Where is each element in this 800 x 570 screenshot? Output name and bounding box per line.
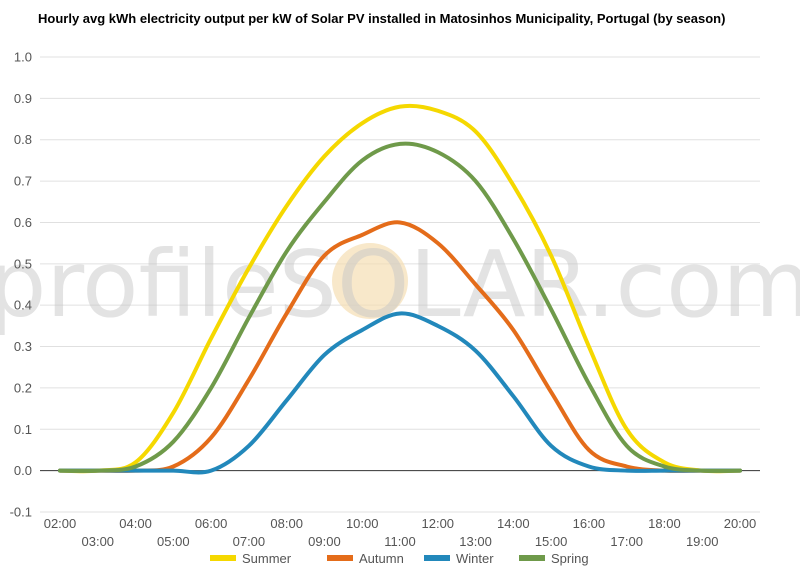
y-tick-label: 0.3 [14, 339, 32, 354]
legend-label-spring: Spring [551, 551, 589, 566]
legend-label-summer: Summer [242, 551, 292, 566]
x-tick-label: 08:00 [270, 516, 303, 531]
x-axis-ticks: 02:00 03:00 04:00 05:00 06:00 07:00 08:00 09:00… [44, 516, 757, 549]
x-tick-label: 07:00 [233, 534, 266, 549]
y-tick-label: 0.7 [14, 174, 32, 189]
x-tick-label: 10:00 [346, 516, 379, 531]
y-tick-label: 0.9 [14, 91, 32, 106]
y-tick-label: 0.5 [14, 256, 32, 271]
x-tick-label: 02:00 [44, 516, 77, 531]
x-tick-label: 03:00 [82, 534, 115, 549]
chart-title: Hourly avg kWh electricity output per kW… [38, 11, 726, 26]
watermark-sun-icon [332, 243, 408, 319]
y-tick-label: 0.6 [14, 215, 32, 230]
watermark-text: profileSOLAR.com [0, 231, 800, 338]
series-line-autumn [58, 220, 742, 473]
legend-swatch-summer [210, 555, 236, 561]
x-tick-label: 12:00 [422, 516, 455, 531]
x-tick-label: 17:00 [610, 534, 643, 549]
x-tick-label: 06:00 [195, 516, 228, 531]
series-lines [58, 103, 742, 475]
x-tick-label: 16:00 [573, 516, 606, 531]
legend-label-autumn: Autumn [359, 551, 404, 566]
x-tick-label: 20:00 [724, 516, 757, 531]
y-tick-label: 0.4 [14, 298, 32, 313]
x-tick-label: 11:00 [384, 534, 416, 549]
x-tick-label: 13:00 [459, 534, 492, 549]
legend-label-winter: Winter [456, 551, 494, 566]
y-tick-label: -0.1 [10, 505, 32, 520]
x-tick-label: 18:00 [648, 516, 681, 531]
y-tick-label: 1.0 [14, 50, 32, 65]
series-line-summer [58, 103, 742, 474]
x-tick-label: 05:00 [157, 534, 190, 549]
y-axis-ticks: -0.1 0.0 0.1 0.2 0.3 0.4 0.5 0.6 0.7 0.8 0.9 1.0 [10, 50, 32, 520]
y-tick-label: 0.2 [14, 380, 32, 395]
x-tick-label: 04:00 [119, 516, 152, 531]
legend-swatch-autumn [327, 555, 353, 561]
grid [40, 56, 760, 513]
legend-swatch-spring [519, 555, 545, 561]
y-tick-label: 0.8 [14, 132, 32, 147]
watermark: profileSOLAR.com [0, 231, 800, 338]
y-tick-label: 0.1 [14, 422, 32, 437]
series-line-winter [58, 311, 742, 475]
legend: Summer Autumn Winter Spring [210, 551, 589, 566]
series-line-spring [58, 141, 742, 473]
x-tick-label: 09:00 [308, 534, 341, 549]
legend-swatch-winter [424, 555, 450, 561]
x-tick-label: 14:00 [497, 516, 530, 531]
y-tick-label: 0.0 [14, 463, 32, 478]
x-tick-label: 15:00 [535, 534, 568, 549]
x-tick-label: 19:00 [686, 534, 719, 549]
